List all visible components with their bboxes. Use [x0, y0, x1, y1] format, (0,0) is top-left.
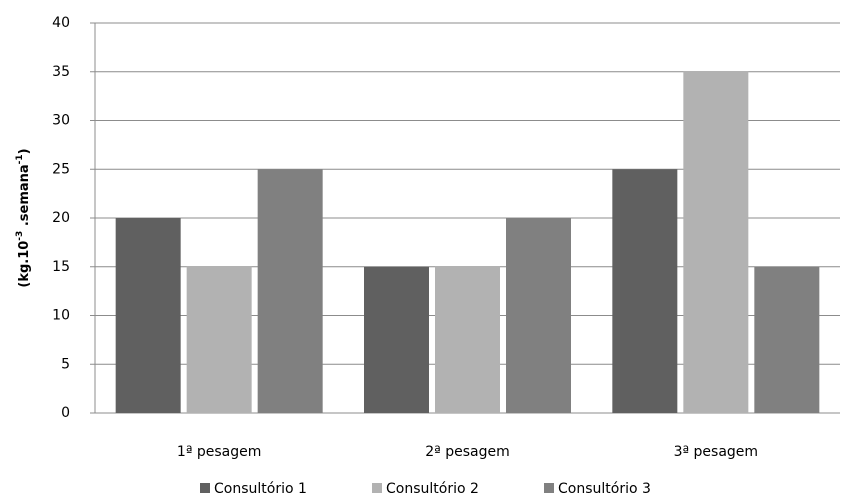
- x-tick-label: 3ª pesagem: [674, 444, 758, 460]
- y-tick-label: 5: [61, 356, 70, 372]
- bar: [683, 71, 749, 413]
- bar: [186, 266, 252, 413]
- y-axis-label-part: .semana: [17, 164, 32, 230]
- bar: [754, 266, 820, 413]
- bar: [435, 266, 500, 413]
- bar: [506, 218, 571, 413]
- y-axis-label-sup: -3: [15, 231, 25, 241]
- bar: [612, 169, 678, 413]
- x-tick-label: 1ª pesagem: [177, 444, 261, 460]
- y-axis-label-part: (kg.10: [17, 241, 32, 288]
- legend-swatch: [200, 483, 210, 493]
- y-tick-label: 15: [52, 259, 70, 275]
- x-tick-label: 2ª pesagem: [425, 444, 509, 460]
- y-tick-label: 10: [52, 308, 70, 324]
- y-tick-label: 25: [52, 161, 70, 177]
- y-axis-label-sup: -1: [15, 154, 25, 164]
- legend-label: Consultório 2: [386, 481, 479, 497]
- legend-label: Consultório 3: [558, 481, 651, 497]
- bar: [364, 266, 429, 413]
- y-tick-label: 40: [52, 15, 70, 31]
- legend-swatch: [544, 483, 554, 493]
- y-tick-label: 20: [52, 210, 70, 226]
- y-tick-label: 35: [52, 64, 70, 80]
- y-axis-label-part: ): [17, 148, 32, 154]
- bar: [115, 218, 181, 413]
- y-tick-label: 0: [61, 405, 70, 421]
- legend-label: Consultório 1: [214, 481, 307, 497]
- legend-swatch: [372, 483, 382, 493]
- y-axis-label: (kg.10-3 .semana-1): [15, 148, 32, 287]
- y-tick-label: 30: [52, 113, 70, 129]
- bar: [257, 169, 323, 413]
